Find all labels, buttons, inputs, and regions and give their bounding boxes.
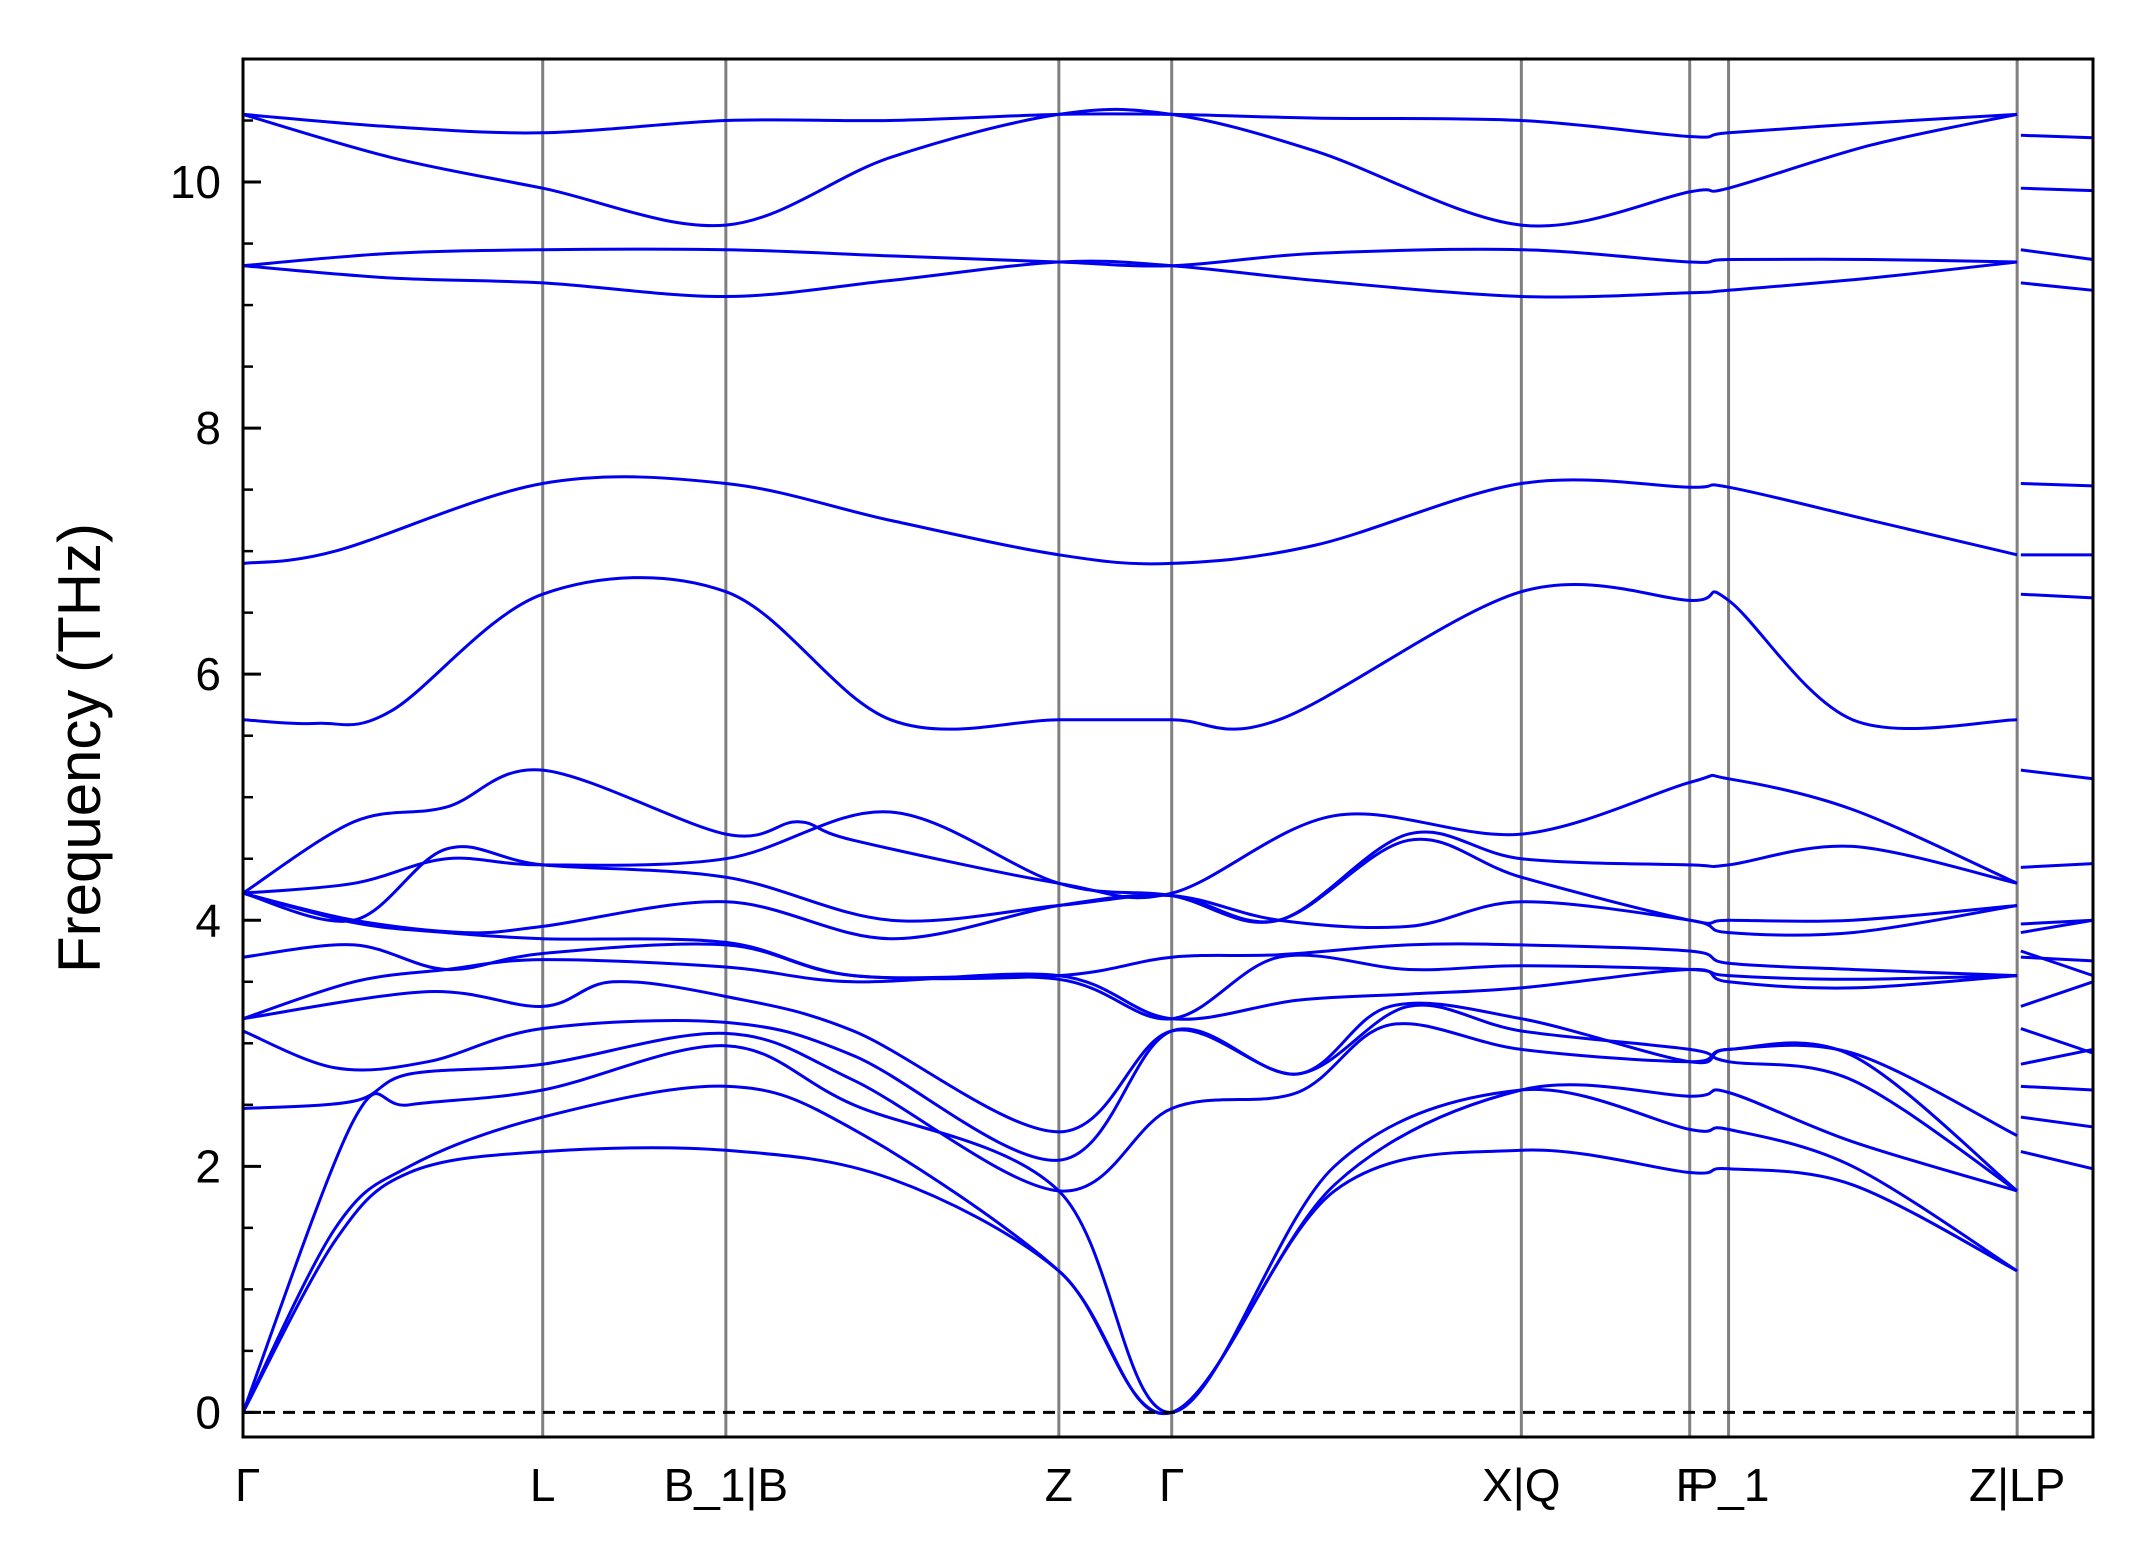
band-15 <box>242 475 2018 566</box>
y-tick-label: 6 <box>195 648 221 700</box>
y-tick-label: 4 <box>195 894 221 946</box>
kpoint-lines <box>541 59 2019 1437</box>
band-8 <box>242 942 2018 981</box>
x-tick-label: Z <box>1045 1459 1073 1511</box>
y-tick-label: 2 <box>195 1140 221 1192</box>
right-band-15 <box>2020 1027 2094 1055</box>
right-band-3 <box>2020 248 2094 262</box>
x-tick-label: Γ <box>1159 1459 1184 1511</box>
right-band-11 <box>2020 918 2094 935</box>
band-3 <box>241 1146 2018 1415</box>
band-17 <box>242 247 2018 268</box>
right-band-5 <box>2020 481 2094 488</box>
x-tick-label: Γ <box>235 1459 260 1511</box>
right-band-19 <box>2020 1150 2094 1171</box>
phonon-bands <box>241 107 2094 1416</box>
band-11 <box>242 837 2018 925</box>
band-18 <box>242 107 2018 228</box>
right-band-8 <box>2020 768 2094 781</box>
x-tick-label: L <box>530 1459 556 1511</box>
y-tick-label: 10 <box>170 156 221 208</box>
x-tick-label: P_1 <box>1688 1459 1770 1511</box>
x-tick-label: B_1|B <box>664 1459 788 1511</box>
band-6 <box>242 980 2018 1137</box>
right-band-2 <box>2020 186 2094 193</box>
x-tick-label: Z|LP <box>1969 1459 2065 1511</box>
x-axis: Γ L B_1|B Z Γ X|Q FP_1 Z|LP <box>235 1459 2065 1511</box>
band-19 <box>242 112 2018 139</box>
right-band-13 <box>2020 955 2094 963</box>
right-band-9 <box>2020 862 2094 869</box>
band-12 <box>242 810 2018 924</box>
right-band-18 <box>2020 1115 2094 1129</box>
band-13 <box>242 768 2018 900</box>
band-9 <box>242 891 2018 1021</box>
band-1 <box>241 1044 2018 1414</box>
band-14 <box>242 576 2018 731</box>
plot-frame <box>241 57 2095 1439</box>
x-tick-label: X|Q <box>1482 1459 1560 1511</box>
y-axis-title: Frequency (THz) <box>46 523 113 973</box>
y-tick-label: 0 <box>195 1386 221 1438</box>
x-tick-label: F <box>1676 1459 1704 1511</box>
right-band-4 <box>2020 281 2094 292</box>
band-7 <box>242 958 2018 1021</box>
right-band-1 <box>2020 133 2094 140</box>
y-tick-label: 8 <box>195 402 221 454</box>
band-10 <box>242 891 2018 941</box>
right-band-17 <box>2020 1084 2094 1092</box>
right-band-14 <box>2020 980 2094 1008</box>
right-band-16 <box>2020 1047 2094 1066</box>
y-axis: 0 2 4 6 8 10 <box>170 57 261 1438</box>
right-band-7 <box>2020 592 2094 600</box>
right-band-12 <box>2020 949 2094 978</box>
band-5 <box>242 1003 2018 1193</box>
